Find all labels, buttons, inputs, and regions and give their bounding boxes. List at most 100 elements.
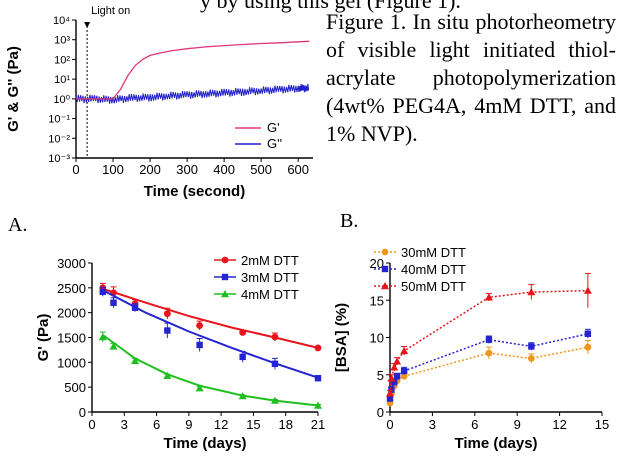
- y-tick-label: 10⁻²: [48, 133, 70, 145]
- legend-label-50mm-dtt: 50mM DTT: [401, 279, 466, 294]
- y-tick-label: 1500: [57, 331, 86, 346]
- data-point-40mm-dtt: [584, 330, 592, 337]
- x-tick-label: 200: [139, 162, 161, 177]
- y-axis-label: G' & G'' (Pa): [5, 46, 22, 132]
- data-point-40mm-dtt: [388, 386, 395, 393]
- y-tick-label: 2000: [57, 306, 86, 321]
- legend-label-g-prime: G': [267, 120, 280, 135]
- y-tick-label: 10⁴: [53, 15, 70, 27]
- y-tick-label: 500: [64, 380, 86, 395]
- fit-line-3mm-dtt: [102, 289, 319, 379]
- y-tick-label: 10: [370, 331, 384, 346]
- x-axis-label: Time (days): [163, 435, 246, 452]
- y-tick-label: 3000: [57, 256, 86, 271]
- fit-line-2mm-dtt: [102, 287, 319, 349]
- data-point-50mm-dtt: [400, 346, 409, 355]
- panel-label-b: B.: [340, 210, 359, 232]
- x-tick-label: 400: [213, 162, 235, 177]
- x-tick-label: 12: [552, 417, 566, 432]
- data-point-50mm-dtt: [390, 363, 399, 371]
- legend-marker-30mm-dtt: [381, 248, 389, 256]
- x-tick-label: 6: [153, 417, 160, 432]
- data-point-3mm-dtt: [239, 353, 246, 361]
- x-tick-label: 15: [595, 417, 609, 432]
- data-point-50mm-dtt: [393, 357, 402, 365]
- series-g-prime-line: [76, 40, 310, 100]
- legend-label-2mm-dtt: 2mM DTT: [241, 253, 299, 268]
- x-tick-label: 600: [287, 162, 309, 177]
- data-point-50mm-dtt: [484, 293, 493, 301]
- data-point-30mm-dtt: [400, 372, 408, 380]
- figure-1-chart: 0 100 200 300 400 500 600 10⁻³ 10⁻² 10⁻¹ 10⁰ 10¹ 10²…: [5, 5, 313, 200]
- x-axis-label: Time (days): [454, 435, 537, 452]
- data-point-3mm-dtt: [110, 299, 117, 306]
- legend-marker-40mm-dtt: [381, 265, 389, 273]
- data-point-3mm-dtt: [196, 341, 203, 349]
- data-point-4mm-dtt: [109, 342, 118, 350]
- x-tick-label: 3: [121, 417, 128, 432]
- data-point-40mm-dtt: [400, 367, 408, 375]
- y-tick-label: 10⁻³: [48, 153, 70, 165]
- data-point-40mm-dtt: [528, 343, 535, 350]
- x-tick-label: 0: [72, 162, 79, 177]
- data-point-3mm-dtt: [99, 288, 106, 296]
- data-point-4mm-dtt: [98, 333, 107, 341]
- y-tick-label: 2500: [57, 281, 86, 296]
- y-tick-label: 0: [79, 405, 86, 420]
- data-point-3mm-dtt: [131, 304, 139, 311]
- legend-marker-50mm-dtt: [381, 282, 389, 290]
- data-point-50mm-dtt: [386, 389, 394, 397]
- legend-marker-3mm-dtt: [221, 273, 229, 281]
- data-point-4mm-dtt: [238, 392, 247, 400]
- data-point-3mm-dtt: [271, 360, 279, 368]
- data-point-3mm-dtt: [314, 375, 322, 382]
- x-tick-label: 21: [311, 417, 325, 432]
- light-on-label: Light on: [91, 5, 130, 17]
- light-on-arrow: [84, 22, 91, 28]
- y-tick-label: 5: [377, 368, 384, 383]
- x-tick-label: 12: [214, 417, 228, 432]
- panel-label-a: A.: [8, 214, 28, 236]
- x-tick-label: 3: [429, 417, 436, 432]
- series-line-40mm-dtt: [389, 333, 589, 399]
- data-point-2mm-dtt: [239, 329, 247, 336]
- figure-a-chart: 0 3 6 9 12 15 18 21 0 500 1000 1500 2000 2500 3000 Time…: [35, 253, 325, 452]
- data-point-2mm-dtt: [271, 333, 279, 341]
- data-point-30mm-dtt: [584, 343, 592, 351]
- y-tick-label: 10⁰: [53, 94, 70, 106]
- data-point-2mm-dtt: [314, 344, 322, 352]
- legend-label-g-double-prime: G'': [267, 136, 282, 151]
- x-tick-label: 6: [471, 417, 478, 432]
- y-tick-label: 10³: [54, 35, 70, 47]
- x-tick-label: 500: [250, 162, 272, 177]
- data-point-40mm-dtt: [393, 373, 401, 380]
- y-tick-label: 15: [370, 293, 384, 308]
- data-point-50mm-dtt: [387, 374, 396, 382]
- data-point-4mm-dtt: [195, 384, 204, 392]
- data-point-2mm-dtt: [163, 310, 171, 318]
- y-tick-label: 0: [377, 405, 384, 420]
- previous-line-fragment: y by using this gel (Figure 1).: [200, 0, 461, 13]
- y-axis-label: [BSA] (%): [333, 303, 350, 372]
- legend-label-4mm-dtt: 4mM DTT: [241, 287, 299, 302]
- data-point-40mm-dtt: [485, 336, 493, 343]
- y-tick-label: 20: [370, 256, 384, 271]
- y-tick-label: 10⁻¹: [48, 114, 70, 126]
- fit-line-4mm-dtt: [102, 334, 319, 407]
- data-point-30mm-dtt: [485, 349, 493, 357]
- x-tick-label: 9: [185, 417, 192, 432]
- data-point-40mm-dtt: [386, 395, 394, 402]
- x-tick-label: 300: [176, 162, 198, 177]
- x-tick-label: 9: [514, 417, 521, 432]
- legend-label-3mm-dtt: 3mM DTT: [241, 270, 299, 285]
- y-tick-label: 10¹: [54, 74, 70, 86]
- x-tick-label: 18: [278, 417, 292, 432]
- x-tick-label: 15: [246, 417, 260, 432]
- data-point-3mm-dtt: [164, 327, 171, 334]
- y-tick-label: 1000: [57, 355, 86, 370]
- data-point-40mm-dtt: [391, 379, 398, 386]
- data-point-2mm-dtt: [196, 322, 204, 329]
- data-point-4mm-dtt: [314, 401, 322, 409]
- legend-label-40mm-dtt: 40mM DTT: [401, 262, 466, 277]
- data-point-50mm-dtt: [583, 286, 592, 294]
